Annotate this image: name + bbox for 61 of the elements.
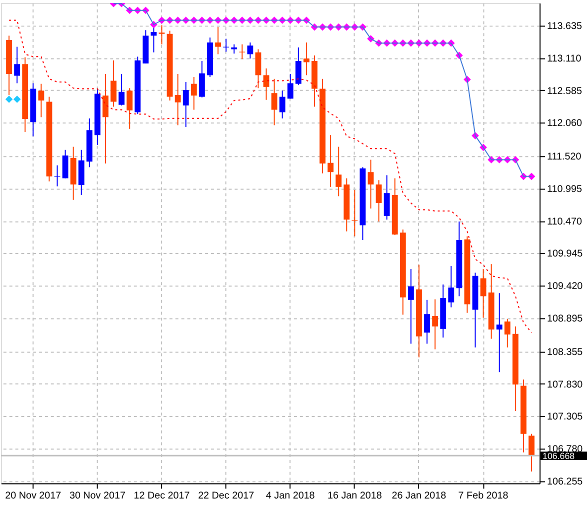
point [5,96,13,103]
candlestick [14,46,20,84]
candlestick [424,299,430,344]
candlestick [368,159,374,210]
candlestick [102,73,108,164]
x-tick-label: 16 Jan 2018 [327,490,382,502]
y-tick-label: 109.945 [546,248,584,260]
x-tick-label: 30 Nov 2017 [69,490,126,502]
candlestick [328,134,334,188]
candlestick [239,44,246,60]
x-tick-label: 7 Feb 2018 [458,490,509,502]
candlestick [198,60,205,98]
candlestick [174,73,181,126]
y-tick-label: 106.255 [546,476,584,488]
candlestick [158,24,165,45]
candlestick [263,68,270,100]
candlestick [126,88,133,130]
y-tick-label: 110.470 [546,216,582,228]
candlestick [62,149,68,179]
candlestick [271,78,278,126]
y-tick-label: 112.060 [546,118,582,130]
candlestick [504,318,510,348]
y-tick-label: 107.305 [546,412,584,423]
candlestick [38,83,44,118]
candlestick [376,180,382,222]
candlestick [279,90,286,119]
candlestick [384,174,390,220]
candlestick [182,81,189,128]
x-tick-label: 26 Jan 2018 [392,490,447,502]
candlestick [496,292,502,373]
y-tick-label: 108.355 [546,346,584,358]
candlestick [110,60,116,108]
candlestick [303,42,310,76]
candlestick [432,298,438,350]
candlestick [480,268,486,318]
candlestick [295,46,302,86]
candlestick [336,146,342,197]
candlestick [190,76,197,110]
candlestick [528,433,534,472]
candlestick [247,42,254,60]
y-tick-label: 113.110 [546,53,582,64]
y-tick-label: 109.420 [546,281,584,292]
line-series [8,20,532,334]
candlestick [118,73,125,106]
point [13,96,21,103]
candlestick [408,268,414,344]
candlestick [255,48,262,89]
x-tick-label: 12 Dec 2017 [134,490,190,502]
y-tick-label: 111.520 [546,152,582,163]
candlestick [448,265,454,308]
y-tick-label: 108.895 [546,314,584,325]
y-tick-label: 113.635 [546,20,582,32]
candlestick [231,44,238,54]
y-tick-label: 107.830 [546,379,584,390]
y-tick-label: 112.585 [546,86,582,97]
x-tick-label: 20 Nov 2017 [5,490,62,502]
candlestick [215,26,221,55]
candlestick [287,73,294,100]
x-tick-label: 22 Dec 2017 [198,490,254,502]
x-tick-label: 4 Jan 2018 [266,490,316,502]
y-tick-label: 110.995 [546,184,582,195]
